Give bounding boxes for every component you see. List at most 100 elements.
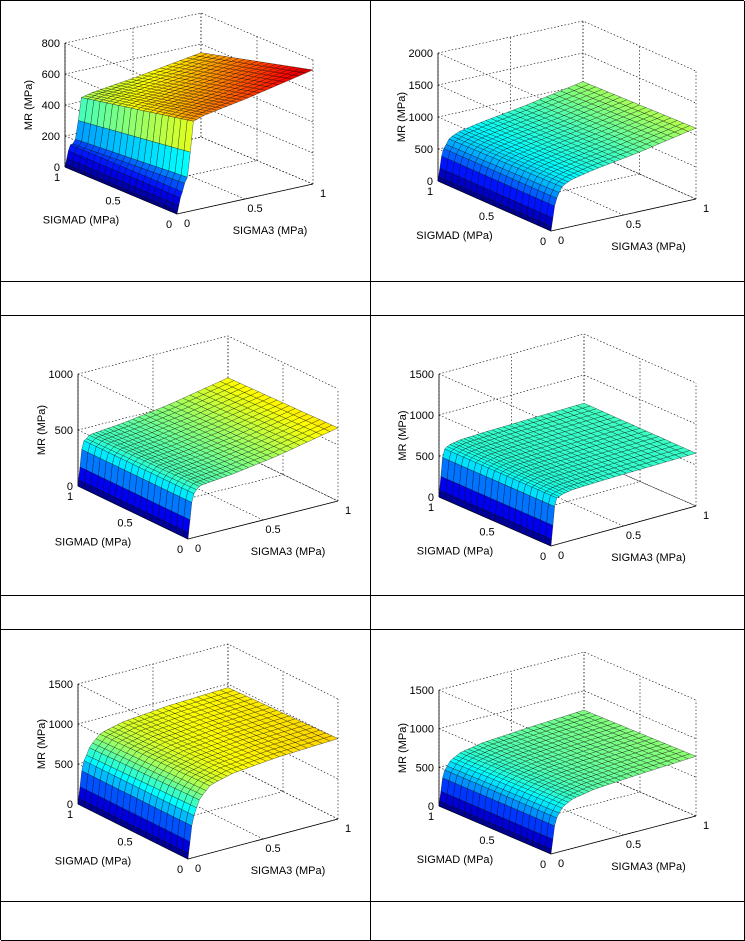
plot-cell-2: 0 500 1000 1500 2000 0 0.5 1 0 0.5 1 MR (MPa) SIGMAD… (371, 1, 745, 282)
caption-cell-1 (1, 282, 371, 316)
y-tick-label: 0.5 (117, 518, 132, 530)
x-tick-label: 0.5 (265, 524, 280, 536)
x-axis-label: SIGMA3 (MPa) (611, 241, 686, 253)
z-tick-label: 0 (67, 481, 73, 493)
x-tick-label: 0.5 (626, 219, 641, 231)
x-tick-label: 1 (320, 188, 326, 200)
surface-patch (575, 403, 591, 409)
z-gridline (64, 42, 178, 91)
surface-patch (439, 476, 448, 494)
caption-cell-6 (371, 902, 745, 941)
caption-cell-4 (371, 596, 745, 630)
surface-patch (193, 52, 208, 57)
surface-patch (575, 709, 591, 716)
surface (64, 52, 314, 215)
z-gridline (437, 52, 552, 104)
z-tick-label: 0 (428, 492, 434, 504)
y-tick-label: 0 (540, 551, 546, 563)
z-tick-label: 400 (42, 100, 60, 112)
caption-cell-2 (371, 282, 745, 316)
y-gridline (120, 160, 258, 191)
surface-patch (219, 687, 235, 693)
z-tick-label: 1000 (410, 724, 434, 736)
z-tick-label: 1500 (409, 80, 433, 92)
x-tick-label: 0.5 (626, 530, 641, 542)
y-axis-label: SIGMAD (MPa) (417, 854, 493, 866)
z-gridline (77, 683, 339, 740)
z-gridline (437, 20, 697, 72)
z-gridline (77, 643, 339, 700)
z-tick-label: 1000 (49, 369, 73, 381)
surface (77, 377, 339, 540)
z-gridline (64, 43, 314, 92)
y-tick-label: 1 (428, 502, 434, 514)
z-tick-label: 0 (428, 801, 434, 813)
y-tick-label: 0 (177, 544, 183, 556)
surface-patch (219, 377, 235, 385)
y-axis-label: SIGMAD (MPa) (417, 546, 493, 558)
y-tick-label: 0 (540, 236, 546, 248)
plot-cell-3: 0 500 1000 0 0.5 1 0 0.5 1 MR (MPa) SIGMAD (MPa) SI… (1, 316, 371, 596)
y-tick-label: 0.5 (479, 527, 494, 539)
surface-patch (574, 81, 590, 88)
x-gridline (227, 763, 339, 820)
z-tick-label: 1000 (410, 410, 434, 422)
x-tick-label: 1 (703, 820, 709, 832)
z-tick-label: 500 (55, 425, 73, 437)
z-tick-label: 0 (54, 162, 60, 174)
caption-cell-3 (1, 596, 371, 630)
x-tick-label: 0 (195, 543, 201, 555)
y-tick-label: 1 (67, 491, 73, 503)
z-gridline (438, 690, 697, 739)
z-tick-label: 500 (416, 451, 434, 463)
x-axis-label: SIGMA3 (MPa) (611, 861, 686, 873)
surface (437, 81, 697, 232)
plot-cell-6: 0 500 1000 1500 0 0.5 1 0 0.5 1 MR (MPa) SIGMAD (MP… (371, 630, 745, 902)
z-tick-label: 0 (67, 799, 73, 811)
z-axis-label: MR (MPa) (397, 410, 409, 460)
y-tick-label: 1 (67, 809, 73, 821)
z-gridline (77, 335, 339, 390)
y-tick-label: 0 (177, 864, 183, 876)
caption-cell-5 (1, 902, 371, 941)
z-gridline (438, 333, 697, 384)
y-tick-label: 0 (540, 859, 546, 871)
y-axis-label: SIGMAD (MPa) (43, 215, 119, 227)
x-tick-label: 0 (558, 235, 564, 247)
y-tick-label: 0.5 (479, 835, 494, 847)
z-tick-label: 200 (42, 131, 60, 143)
z-gridline (64, 12, 314, 61)
plot-cell-1: 0 200 400 600 800 0 0.5 1 0 0.5 1 MR (MPa) SIGMAD (M… (1, 1, 371, 282)
y-axis-label: SIGMAD (MPa) (416, 230, 492, 242)
x-tick-label: 1 (703, 510, 709, 522)
z-axis-label: MR (MPa) (36, 719, 48, 769)
z-tick-label: 500 (416, 762, 434, 774)
x-tick-label: 1 (345, 823, 351, 835)
y-tick-label: 0.5 (479, 211, 494, 223)
z-tick-label: 1500 (410, 685, 434, 697)
z-tick-label: 1500 (49, 679, 73, 691)
surface (438, 709, 697, 855)
y-tick-label: 1 (427, 186, 433, 198)
x-tick-label: 0 (184, 218, 190, 230)
z-gridline (438, 651, 697, 701)
y-tick-label: 0.5 (117, 837, 132, 849)
x-axis-label: SIGMA3 (MPa) (251, 546, 326, 558)
z-axis-label: MR (MPa) (23, 80, 35, 130)
z-tick-label: 500 (415, 144, 433, 156)
x-gridline (132, 151, 246, 200)
z-tick-label: 800 (42, 38, 60, 50)
plot-cell-4: 0 500 1000 1500 0 0.5 1 0 0.5 1 MR (MPa) SIGMAD (MP… (371, 316, 745, 596)
y-tick-label: 0 (166, 219, 172, 231)
z-tick-label: 1000 (409, 112, 433, 124)
